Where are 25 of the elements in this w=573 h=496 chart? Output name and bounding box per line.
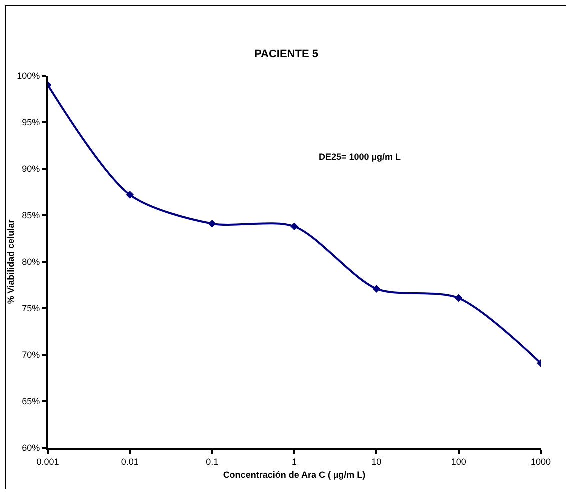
y-tick-label: 60%	[22, 443, 40, 454]
point	[290, 222, 298, 231]
y-tick-label: 75%	[22, 304, 40, 314]
chart-title: PACIENTE 5	[254, 48, 318, 60]
x-tick-label: 0.1	[206, 456, 219, 467]
point	[208, 220, 216, 228]
annotation: DE25= 1000 µg/m L	[319, 152, 402, 162]
y-tick-label: 80%	[22, 257, 40, 268]
x-tick-label: 10	[372, 456, 382, 467]
point	[372, 285, 381, 293]
x-tick-label: 1	[292, 456, 298, 467]
point	[126, 191, 134, 199]
y-tick-label: 100%	[17, 71, 40, 82]
x-tick-label: 0.01	[121, 456, 139, 467]
x-tick-label: 0.001	[36, 456, 60, 467]
y-tick-label: 85%	[22, 210, 40, 221]
x-axis-title: Concentración de Ara C ( µg/m L)	[223, 470, 366, 480]
y-tick-label: 95%	[22, 118, 40, 128]
x-tick-label: 100	[451, 456, 466, 467]
y-tick-label: 90%	[22, 164, 40, 174]
x-tick-label: 1000	[530, 456, 552, 467]
point	[454, 294, 463, 302]
y-axis-title: % Viabilidad celular	[6, 219, 16, 304]
y-tick-label: 70%	[22, 350, 40, 360]
y-tick-label: 65%	[22, 396, 40, 407]
